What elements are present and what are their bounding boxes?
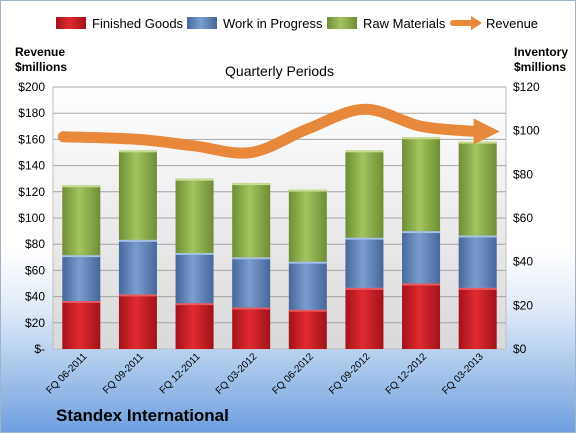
bar-finished-goods-top <box>62 300 101 303</box>
left-tick-label: $160 <box>18 132 45 146</box>
bar-work-in-progress-top <box>458 235 497 238</box>
left-tick-label: $60 <box>25 263 45 277</box>
bar-finished-goods-top <box>288 309 327 312</box>
left-tick-label: $20 <box>25 316 45 330</box>
legend-swatch-work-in-progress <box>187 17 217 29</box>
x-tick-label: FQ 12-2011 <box>158 351 203 396</box>
bar-work-in-progress-top <box>118 239 157 242</box>
x-tick-label: FQ 09-2011 <box>101 351 146 396</box>
bar-work-in-progress-top <box>175 252 214 255</box>
bar-raw-materials <box>402 137 441 232</box>
right-tick-label: $120 <box>513 80 540 94</box>
right-tick-label: $60 <box>513 211 533 225</box>
bar-finished-goods <box>232 307 271 349</box>
bar-work-in-progress <box>402 231 441 284</box>
bar-raw-materials <box>118 150 157 240</box>
bar-finished-goods <box>288 309 327 349</box>
bar-finished-goods <box>62 300 101 349</box>
bar-work-in-progress <box>458 235 497 288</box>
left-axis-title-line2: $millions <box>15 60 67 74</box>
bar-finished-goods <box>458 287 497 349</box>
bar-work-in-progress <box>288 261 327 310</box>
bar-finished-goods-top <box>402 283 441 286</box>
bar-raw-materials <box>232 183 271 258</box>
x-tick-label: FQ 03-2012 <box>214 351 260 397</box>
left-tick-label: $- <box>34 342 45 356</box>
bar-series <box>62 137 497 349</box>
revenue-series <box>57 103 500 159</box>
left-tick-label: $80 <box>25 237 45 251</box>
revenue-arrowhead <box>473 118 500 145</box>
x-tick-label: FQ 03-2013 <box>440 351 486 397</box>
bar-work-in-progress <box>175 252 214 304</box>
right-tick-label: $20 <box>513 298 533 312</box>
legend-arrowhead-revenue <box>471 16 482 30</box>
bar-finished-goods <box>118 294 157 349</box>
bar-finished-goods-top <box>118 294 157 297</box>
bar-raw-materials <box>62 185 101 256</box>
legend-label-work-in-progress: Work in Progress <box>223 16 323 31</box>
revenue-line <box>57 103 484 159</box>
bar-raw-materials <box>458 141 497 236</box>
bar-finished-goods <box>175 303 214 349</box>
x-tick-label: FQ 09-2012 <box>327 351 373 397</box>
left-axis-ticks: $- $20 $40 $60 $80 $100 $120 $140 $160 $180 $200 <box>18 80 45 356</box>
x-tick-label: FQ 12-2012 <box>384 351 430 397</box>
bar-work-in-progress <box>62 255 101 301</box>
left-tick-label: $100 <box>18 211 45 225</box>
right-tick-label: $40 <box>513 255 533 269</box>
left-tick-label: $40 <box>25 290 45 304</box>
bar-finished-goods <box>402 283 441 349</box>
bar-raw-materials-top <box>402 137 441 140</box>
bar-work-in-progress <box>118 239 157 295</box>
legend-label-finished-goods: Finished Goods <box>92 16 184 31</box>
left-tick-label: $200 <box>18 80 45 94</box>
bar-work-in-progress-top <box>345 237 384 240</box>
bar-raw-materials-top <box>175 178 214 181</box>
bar-raw-materials-top <box>62 185 101 188</box>
bar-raw-materials-top <box>118 150 157 153</box>
bar-finished-goods-top <box>175 303 214 306</box>
right-tick-label: $100 <box>513 124 540 138</box>
bar-raw-materials <box>345 150 384 238</box>
bar-work-in-progress-top <box>288 261 327 264</box>
left-tick-label: $180 <box>18 106 45 120</box>
bar-finished-goods <box>345 287 384 349</box>
x-tick-label: FQ 06-2012 <box>270 351 316 397</box>
right-axis-title-line2: $millions <box>514 60 566 74</box>
left-tick-label: $140 <box>18 159 45 173</box>
bar-work-in-progress-top <box>402 231 441 234</box>
bar-raw-materials <box>175 178 214 253</box>
bar-finished-goods-top <box>458 287 497 290</box>
bar-work-in-progress-top <box>232 257 271 260</box>
bar-raw-materials <box>288 189 327 262</box>
bar-raw-materials-top <box>288 189 327 192</box>
legend-swatch-finished-goods <box>56 17 86 29</box>
x-tick-label: FQ 06-2011 <box>44 351 89 396</box>
company-name: Standex International <box>56 406 229 425</box>
left-tick-label: $120 <box>18 185 45 199</box>
x-axis-ticks: FQ 06-2011 FQ 09-2011 FQ 12-2011 FQ 03-2012… <box>44 351 486 397</box>
legend: Finished Goods Work in Progress Raw Mate… <box>56 16 538 31</box>
bar-raw-materials-top <box>232 183 271 186</box>
legend-label-revenue: Revenue <box>486 16 538 31</box>
bar-raw-materials-top <box>345 150 384 153</box>
bar-finished-goods-top <box>345 287 384 290</box>
bar-work-in-progress <box>345 237 384 288</box>
legend-label-raw-materials: Raw Materials <box>363 16 446 31</box>
right-tick-label: $80 <box>513 167 533 181</box>
right-axis-title-line1: Inventory <box>514 45 568 59</box>
plot-title: Quarterly Periods <box>225 63 334 79</box>
left-axis-title-line1: Revenue <box>15 45 65 59</box>
bar-work-in-progress <box>232 257 271 308</box>
bar-raw-materials-top <box>458 141 497 144</box>
legend-swatch-raw-materials <box>327 17 357 29</box>
right-tick-label: $0 <box>513 342 527 356</box>
bar-work-in-progress-top <box>62 255 101 258</box>
bar-finished-goods-top <box>232 307 271 310</box>
right-axis-ticks: $0 $20 $40 $60 $80 $100 $120 <box>513 80 540 356</box>
